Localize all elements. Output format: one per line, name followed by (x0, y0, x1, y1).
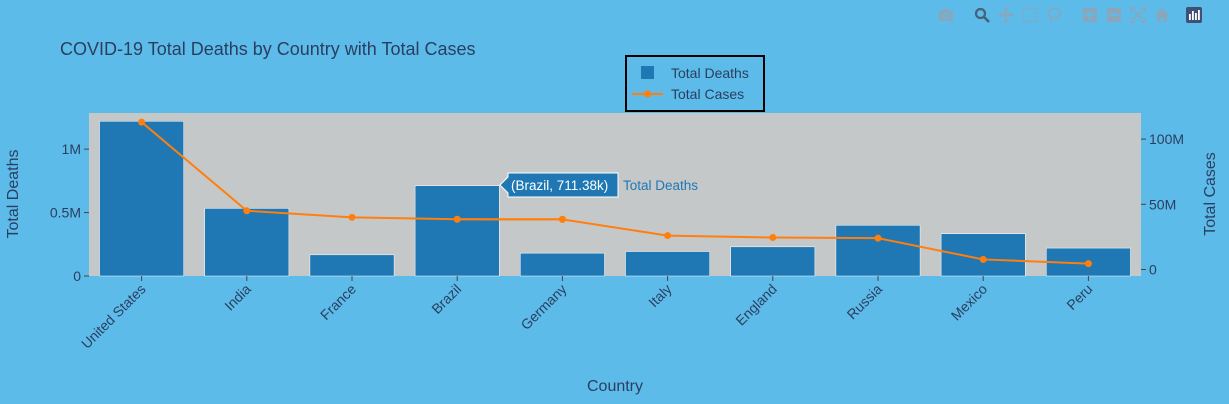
y-tick-label: 1M (62, 141, 81, 157)
bar-england[interactable] (730, 246, 816, 277)
point-italy[interactable] (664, 232, 672, 240)
x-tick-label: France (317, 281, 359, 323)
bar-india[interactable] (204, 208, 290, 277)
hover-label: (Brazil, 711.38k) (511, 178, 608, 193)
x-tick-label: Mexico (948, 281, 991, 324)
x-tick-label: Brazil (428, 281, 464, 317)
bar-mexico[interactable] (940, 233, 1026, 277)
y-axis: 0 0.5M 1M (50, 141, 89, 284)
x-axis: United States India France Brazil Germany Ita… (78, 276, 1096, 352)
legend[interactable]: Total Deaths Total Cases (625, 55, 765, 112)
hover-spike-end (558, 215, 566, 223)
x-tick-label: Russia (844, 281, 886, 323)
x-tick-label: Germany (517, 281, 569, 333)
plotly-logo-icon[interactable] (1182, 6, 1206, 24)
y-axis-title: Total Deaths (5, 150, 22, 239)
bar-united-states[interactable] (99, 120, 184, 277)
y2-tick-label: 50M (1149, 196, 1176, 212)
pan-icon[interactable] (994, 6, 1018, 24)
series-line-total-cases (140, 121, 1089, 265)
y2-axis-title: Total Cases (1202, 152, 1219, 236)
bar-russia[interactable] (835, 225, 921, 277)
hover-box (499, 172, 619, 198)
y2-tick-label: 100M (1149, 131, 1184, 147)
point-india[interactable] (243, 207, 251, 215)
x-tick-label: India (221, 281, 254, 314)
camera-icon[interactable] (934, 6, 958, 24)
legend-swatch-marker[interactable] (644, 90, 651, 98)
x-axis-title: Country (587, 378, 643, 395)
y-tick-label: 0 (73, 268, 81, 284)
bar-italy[interactable] (625, 251, 710, 277)
autoscale-icon[interactable] (1126, 6, 1150, 24)
lasso-select-icon[interactable] (1042, 6, 1066, 24)
zoom-in-icon[interactable] (1078, 6, 1102, 24)
legend-box (625, 55, 765, 112)
x-tick-label: Peru (1063, 281, 1095, 313)
bar-france[interactable] (309, 254, 395, 277)
zoom-icon[interactable] (970, 6, 994, 24)
legend-swatch-bar[interactable] (641, 66, 654, 79)
x-tick-label: Italy (645, 281, 674, 310)
reset-axes-icon[interactable] (1150, 6, 1174, 24)
point-united-states[interactable] (138, 118, 146, 126)
hover-series-name: Total Deaths (623, 178, 698, 193)
legend-label-deaths[interactable]: Total Deaths (671, 65, 749, 81)
box-select-icon[interactable] (1018, 6, 1042, 24)
y2-axis: 0 50M 100M (1141, 131, 1184, 277)
x-tick-label: England (732, 281, 780, 329)
line-layer (138, 118, 1092, 268)
legend-label-cases[interactable]: Total Cases (671, 86, 744, 102)
y2-tick-label: 0 (1149, 261, 1157, 277)
chart-title: COVID-19 Total Deaths by Country with To… (60, 39, 476, 59)
bar-brazil[interactable] (414, 185, 500, 277)
modebar (934, 6, 1206, 24)
point-england[interactable] (769, 234, 777, 242)
point-russia[interactable] (874, 234, 882, 242)
point-peru[interactable] (1084, 260, 1092, 268)
point-france[interactable] (348, 213, 356, 221)
hover-tooltip: (Brazil, 711.38k) Total Deaths (499, 172, 698, 198)
x-tick-label: United States (78, 281, 149, 352)
bar-germany[interactable] (520, 252, 605, 277)
zoom-out-icon[interactable] (1102, 6, 1126, 24)
point-mexico[interactable] (979, 255, 987, 263)
y-tick-label: 0.5M (50, 205, 81, 221)
